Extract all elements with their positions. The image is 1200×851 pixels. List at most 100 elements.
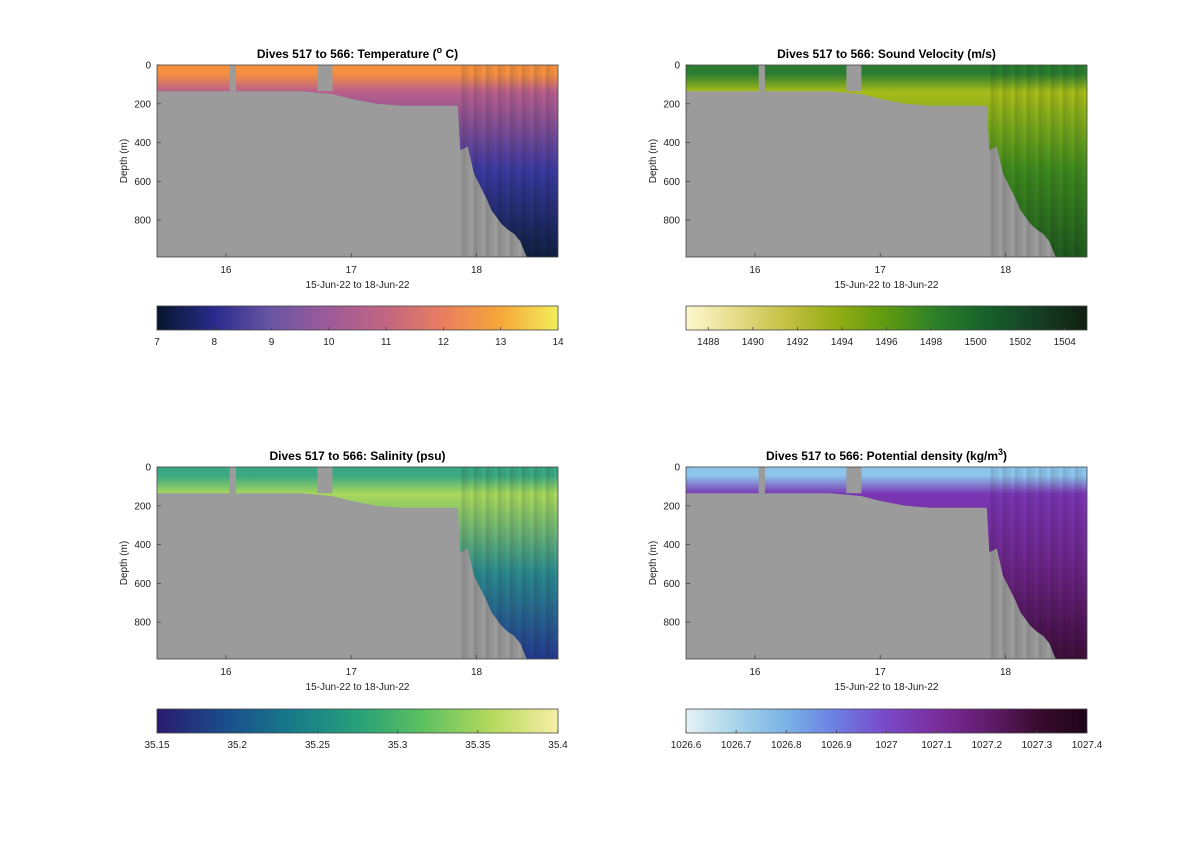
dive-streak <box>549 65 554 257</box>
data-gap <box>758 65 765 92</box>
dive-streak <box>465 467 470 659</box>
y-tick-label: 0 <box>674 463 680 474</box>
y-tick-label: 200 <box>663 99 680 110</box>
y-axis-label: Depth (m) <box>648 541 659 585</box>
data-field <box>686 467 1087 659</box>
dive-streak <box>1066 65 1071 257</box>
colorbar-tick-label: 1027.2 <box>971 740 1002 751</box>
axes-box <box>156 64 559 258</box>
colorbar-tick-label: 1504 <box>1054 337 1077 348</box>
dive-streak <box>545 65 550 257</box>
y-tick-label: 400 <box>663 138 680 149</box>
y-tick-label: 800 <box>134 216 151 227</box>
dive-streak <box>473 467 478 659</box>
data-gap <box>229 65 236 92</box>
dive-streak <box>537 65 542 257</box>
y-tick-label: 200 <box>134 501 151 512</box>
dive-streak <box>1042 467 1047 659</box>
dive-streak <box>521 467 526 659</box>
colorbar-tick-label: 1490 <box>742 337 765 348</box>
chart-title: Dives 517 to 566: Potential density (kg/… <box>766 447 1007 463</box>
colorbar-tick-label: 1027.1 <box>921 740 952 751</box>
x-tick-label: 17 <box>346 667 358 678</box>
dive-streak <box>1018 467 1023 659</box>
colorbar-tick-label: 1498 <box>920 337 943 348</box>
dive-streak <box>1006 65 1011 257</box>
dive-streak <box>461 65 466 257</box>
colorbar-tick-label: 9 <box>269 337 275 348</box>
dive-streak <box>537 467 542 659</box>
title-superscript: 3 <box>998 447 1003 457</box>
dive-streak <box>521 65 526 257</box>
dive-streak <box>501 65 506 257</box>
data-gap <box>758 467 765 494</box>
colorbar-tick-label: 1492 <box>786 337 809 348</box>
y-tick-label: 600 <box>134 177 151 188</box>
dive-streak <box>1066 467 1071 659</box>
dive-streak <box>509 65 514 257</box>
colorbar-tick-label: 13 <box>495 337 507 348</box>
dive-streak <box>545 467 550 659</box>
dive-streak <box>497 467 502 659</box>
y-axis-label: Depth (m) <box>648 139 659 183</box>
colorbar-tick-label: 11 <box>381 337 392 348</box>
colorbar-tick-label: 1027 <box>875 740 898 751</box>
colorbar-tick-label: 1027.4 <box>1072 740 1103 751</box>
dive-streak <box>990 65 995 257</box>
dive-streak <box>497 65 502 257</box>
dive-streak <box>533 467 538 659</box>
dive-streak <box>461 467 466 659</box>
dive-streak <box>485 65 490 257</box>
dive-streak <box>501 467 506 659</box>
y-tick-label: 0 <box>674 61 680 72</box>
x-axis-label: 15-Jun-22 to 18-Jun-22 <box>835 682 939 693</box>
x-tick-label: 17 <box>875 265 887 276</box>
dive-streak <box>465 65 470 257</box>
data-gap <box>846 467 862 494</box>
chart-panel-1: 0 200 400 600 800 16 17 18 15-Jun-22 to 18-Jun-2… <box>119 45 564 348</box>
title-superscript: o <box>437 45 443 55</box>
x-axis-label: 15-Jun-22 to 18-Jun-22 <box>306 682 410 693</box>
x-tick-label: 17 <box>875 667 887 678</box>
colorbar-tick-label: 10 <box>323 337 335 348</box>
x-tick-label: 18 <box>1000 265 1012 276</box>
y-tick-label: 800 <box>663 216 680 227</box>
colorbar <box>685 305 1088 331</box>
axes-box <box>685 64 1088 258</box>
dive-streak <box>1026 65 1031 257</box>
dive-streak <box>1078 65 1083 257</box>
dive-streak <box>1030 467 1035 659</box>
dive-streak <box>477 65 482 257</box>
colorbar-tick-label: 1494 <box>831 337 854 348</box>
colorbar-tick-label: 1026.7 <box>721 740 752 751</box>
dive-streak <box>489 467 494 659</box>
dive-streak <box>1014 467 1019 659</box>
dive-streak <box>525 65 530 257</box>
colorbar-tick-label: 35.4 <box>548 740 568 751</box>
y-tick-label: 400 <box>134 138 151 149</box>
x-tick-label: 16 <box>220 265 232 276</box>
colorbar-tick-label: 35.15 <box>144 740 169 751</box>
colorbar-tick-label: 14 <box>552 337 564 348</box>
title-text: Dives 517 to 566: Temperature ( <box>257 47 437 61</box>
dive-streak <box>1054 65 1059 257</box>
y-tick-label: 600 <box>663 177 680 188</box>
data-gap <box>317 467 333 494</box>
dive-streak <box>1038 467 1043 659</box>
y-tick-label: 400 <box>663 540 680 551</box>
colorbar-tick-label: 7 <box>154 337 160 348</box>
y-tick-label: 800 <box>134 618 151 629</box>
plot-area <box>157 467 558 659</box>
colorbar-tick-label: 35.25 <box>305 740 330 751</box>
dive-streak <box>1014 65 1019 257</box>
dive-streak <box>489 65 494 257</box>
y-axis-label: Depth (m) <box>119 541 130 585</box>
dive-streak <box>513 467 518 659</box>
dive-streak <box>473 65 478 257</box>
axes-box <box>156 466 559 660</box>
colorbar-tick-label: 1026.6 <box>671 740 702 751</box>
y-tick-label: 0 <box>145 463 151 474</box>
title-end: ) <box>1003 449 1007 463</box>
colorbar <box>156 708 559 734</box>
